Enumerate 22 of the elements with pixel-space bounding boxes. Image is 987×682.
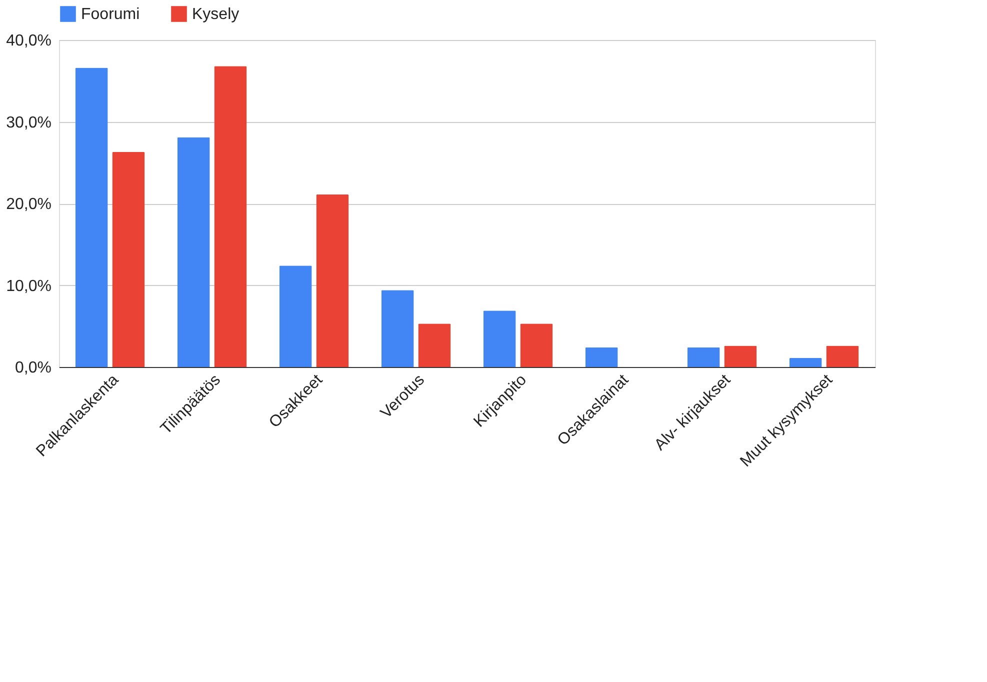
bar	[214, 66, 247, 367]
bar	[687, 347, 720, 367]
bar	[520, 324, 553, 367]
bar	[789, 358, 822, 367]
bar	[316, 194, 349, 367]
bar	[418, 324, 451, 367]
bar	[483, 310, 516, 367]
bar	[279, 266, 312, 367]
bar	[585, 347, 618, 367]
y-tick-label: 10,0%	[6, 278, 52, 295]
y-tick-label: 0,0%	[15, 360, 52, 376]
bar	[112, 152, 145, 367]
bar	[177, 137, 210, 367]
y-tick-label: 20,0%	[6, 196, 52, 213]
bar	[724, 346, 757, 367]
legend-label: Kysely	[192, 6, 240, 23]
y-tick-label: 30,0%	[6, 114, 52, 132]
legend-label: Foorumi	[81, 6, 140, 23]
bar	[826, 346, 859, 367]
bar	[75, 68, 108, 367]
y-tick-label: 40,0%	[6, 32, 52, 50]
bar	[381, 290, 414, 367]
